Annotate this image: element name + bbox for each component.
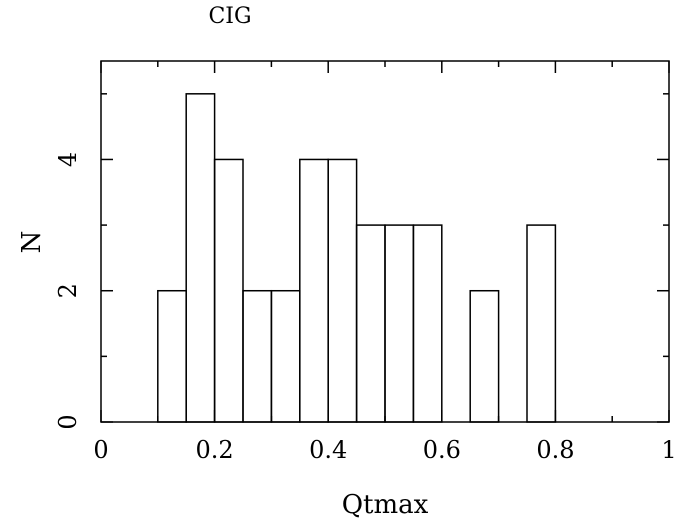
y-tick-label: 2 xyxy=(54,283,82,298)
chart-title: CIG xyxy=(208,4,251,29)
y-axis-label: N xyxy=(17,231,47,254)
histogram-bar xyxy=(526,224,557,423)
x-tick-label: 0.2 xyxy=(196,436,234,464)
x-axis-label: Qtmax xyxy=(342,490,429,520)
histogram-bar xyxy=(157,289,187,423)
histogram-bar xyxy=(469,289,500,423)
ticks-group: 0 0.2 0.4 0.6 0.8 1 0 2 4 xyxy=(54,61,677,464)
histogram-bar xyxy=(242,289,273,423)
x-tick-label: 0 xyxy=(93,436,108,464)
bars-group xyxy=(157,93,557,423)
histogram-bar xyxy=(412,224,443,423)
y-tick-label: 0 xyxy=(54,414,82,429)
histogram-bar xyxy=(355,224,386,423)
x-tick-label: 0.6 xyxy=(423,436,461,464)
x-tick-label: 1 xyxy=(661,436,676,464)
histogram-bar xyxy=(327,158,358,423)
histogram-bar xyxy=(213,158,244,423)
histogram-bar xyxy=(270,289,301,423)
y-tick-label: 4 xyxy=(54,152,82,167)
histogram-bar xyxy=(185,93,216,423)
x-tick-label: 0.8 xyxy=(536,436,574,464)
histogram-bar xyxy=(299,158,329,423)
x-tick-label: 0.4 xyxy=(309,436,347,464)
histogram-bar xyxy=(384,224,415,423)
